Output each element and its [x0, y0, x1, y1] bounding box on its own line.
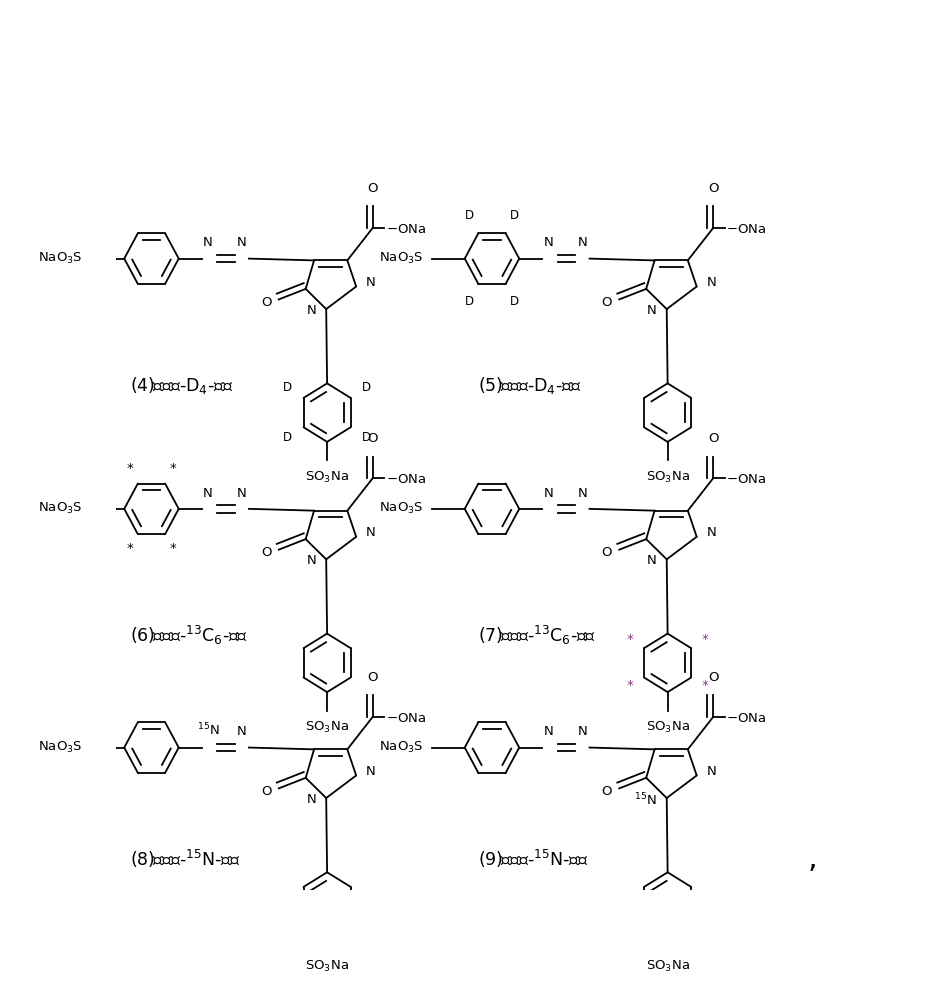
Text: NaO$_3$S: NaO$_3$S: [378, 740, 423, 755]
Text: ,: ,: [808, 844, 818, 873]
Text: N: N: [707, 526, 717, 539]
Text: (4)柠橪黄-D$_4$-苯基: (4)柠橪黄-D$_4$-苯基: [130, 375, 233, 396]
Text: O: O: [367, 671, 378, 684]
Text: $^{15}$N: $^{15}$N: [197, 722, 219, 738]
Text: O: O: [367, 182, 378, 195]
Text: O: O: [708, 182, 719, 195]
Text: SO$_3$Na: SO$_3$Na: [305, 720, 349, 735]
Text: N: N: [544, 487, 553, 500]
Text: D: D: [464, 295, 474, 308]
Text: N: N: [647, 304, 657, 317]
Text: O: O: [261, 785, 272, 798]
Text: *: *: [169, 542, 177, 555]
Text: NaO$_3$S: NaO$_3$S: [38, 740, 82, 755]
Text: O: O: [601, 296, 612, 309]
Text: SO$_3$Na: SO$_3$Na: [646, 720, 690, 735]
Text: N: N: [204, 236, 213, 249]
Text: NaO$_3$S: NaO$_3$S: [378, 251, 423, 266]
Text: N: N: [544, 236, 553, 249]
Text: SO$_3$Na: SO$_3$Na: [305, 959, 349, 974]
Text: $-$ONa: $-$ONa: [386, 473, 426, 486]
Text: *: *: [627, 633, 634, 646]
Text: O: O: [367, 432, 378, 445]
Text: N: N: [577, 725, 587, 738]
Text: D: D: [464, 209, 474, 222]
Text: N: N: [306, 793, 316, 806]
Text: N: N: [306, 554, 316, 567]
Text: D: D: [283, 431, 292, 444]
Text: (7)柠橪黄-$^{13}$C$_6$-苯基: (7)柠橪黄-$^{13}$C$_6$-苯基: [477, 624, 596, 647]
Text: *: *: [127, 542, 133, 555]
Text: O: O: [708, 671, 719, 684]
Text: N: N: [237, 236, 247, 249]
Text: *: *: [701, 679, 709, 692]
Text: N: N: [204, 487, 213, 500]
Text: *: *: [701, 633, 709, 646]
Text: $-$ONa: $-$ONa: [726, 223, 767, 236]
Text: $-$ONa: $-$ONa: [726, 473, 767, 486]
Text: N: N: [544, 725, 553, 738]
Text: N: N: [366, 276, 376, 289]
Text: N: N: [707, 276, 717, 289]
Text: $-$ONa: $-$ONa: [386, 223, 426, 236]
Text: N: N: [237, 487, 247, 500]
Text: SO$_3$Na: SO$_3$Na: [646, 959, 690, 974]
Text: $-$ONa: $-$ONa: [386, 712, 426, 725]
Text: N: N: [707, 765, 717, 778]
Text: (8)柠橪黄-$^{15}$N-氨基: (8)柠橪黄-$^{15}$N-氨基: [130, 848, 240, 870]
Text: O: O: [261, 296, 272, 309]
Text: D: D: [511, 295, 520, 308]
Text: N: N: [366, 526, 376, 539]
Text: O: O: [601, 546, 612, 559]
Text: $-$ONa: $-$ONa: [726, 712, 767, 725]
Text: D: D: [363, 381, 372, 394]
Text: N: N: [577, 487, 587, 500]
Text: D: D: [283, 381, 292, 394]
Text: *: *: [127, 462, 133, 475]
Text: N: N: [237, 725, 247, 738]
Text: D: D: [511, 209, 520, 222]
Text: NaO$_3$S: NaO$_3$S: [38, 251, 82, 266]
Text: D: D: [363, 431, 372, 444]
Text: O: O: [261, 546, 272, 559]
Text: N: N: [306, 304, 316, 317]
Text: SO$_3$Na: SO$_3$Na: [646, 470, 690, 485]
Text: *: *: [169, 462, 177, 475]
Text: (6)柠橪黄-$^{13}$C$_6$-苯基: (6)柠橪黄-$^{13}$C$_6$-苯基: [130, 624, 248, 647]
Text: N: N: [366, 765, 376, 778]
Text: SO$_3$Na: SO$_3$Na: [305, 470, 349, 485]
Text: O: O: [708, 432, 719, 445]
Text: *: *: [627, 679, 634, 692]
Text: (5)柠橪黄-D$_4$-苯基: (5)柠橪黄-D$_4$-苯基: [477, 375, 581, 396]
Text: NaO$_3$S: NaO$_3$S: [38, 501, 82, 516]
Text: (9)柠橪黄-$^{15}$N-氨基: (9)柠橪黄-$^{15}$N-氨基: [477, 848, 588, 870]
Text: N: N: [577, 236, 587, 249]
Text: $^{15}$N: $^{15}$N: [634, 791, 657, 808]
Text: N: N: [647, 554, 657, 567]
Text: O: O: [601, 785, 612, 798]
Text: NaO$_3$S: NaO$_3$S: [378, 501, 423, 516]
